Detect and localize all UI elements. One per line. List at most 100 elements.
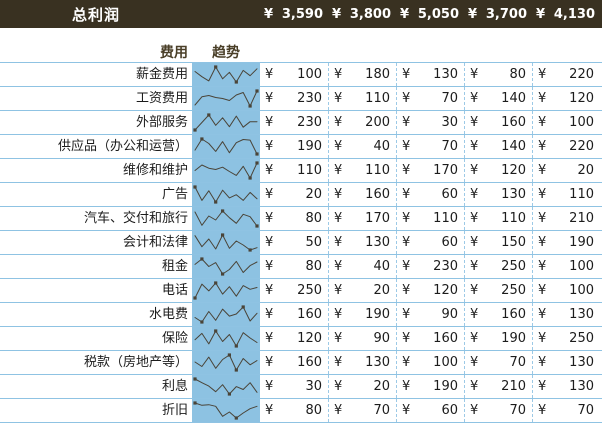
amount-cell[interactable]: ¥140 — [464, 87, 532, 110]
amount-cell[interactable]: ¥250 — [532, 327, 600, 350]
amount-cell[interactable]: ¥80 — [464, 63, 532, 86]
amount-cell[interactable]: ¥120 — [532, 87, 600, 110]
amount-cell[interactable]: ¥100 — [532, 255, 600, 278]
amount-cell[interactable]: ¥110 — [396, 207, 464, 230]
table-row[interactable]: 电话 ¥250 ¥20 ¥120 ¥250 ¥100 — [0, 279, 602, 303]
amount-cell[interactable]: ¥250 — [464, 279, 532, 302]
table-row[interactable]: 维修和维护 ¥110 ¥110 ¥170 ¥120 ¥20 — [0, 159, 602, 183]
amount-cell[interactable]: ¥100 — [532, 279, 600, 302]
table-row[interactable]: 薪金费用 ¥100 ¥180 ¥130 ¥80 ¥220 — [0, 63, 602, 87]
amount-cell[interactable]: ¥190 — [532, 231, 600, 254]
amount-cell[interactable]: ¥20 — [532, 159, 600, 182]
amount-cell[interactable]: ¥100 — [532, 111, 600, 134]
table-row[interactable]: 外部服务 ¥230 ¥200 ¥30 ¥160 ¥100 — [0, 111, 602, 135]
amount-cell[interactable]: ¥230 — [260, 87, 328, 110]
amount-cell[interactable]: ¥90 — [396, 303, 464, 326]
amount-cell[interactable]: ¥80 — [260, 399, 328, 422]
amount-cell[interactable]: ¥110 — [464, 207, 532, 230]
sparkline-cell[interactable] — [192, 351, 260, 374]
amount-cell[interactable]: ¥20 — [260, 183, 328, 206]
amount-cell[interactable]: ¥130 — [464, 183, 532, 206]
amount-cell[interactable]: ¥120 — [396, 279, 464, 302]
amount-cell[interactable]: ¥160 — [464, 111, 532, 134]
table-row[interactable]: 利息 ¥30 ¥20 ¥190 ¥210 ¥130 — [0, 375, 602, 399]
amount-cell[interactable]: ¥60 — [396, 399, 464, 422]
amount-cell[interactable]: ¥120 — [260, 327, 328, 350]
sparkline-cell[interactable] — [192, 399, 260, 422]
amount-cell[interactable]: ¥150 — [464, 231, 532, 254]
amount-cell[interactable]: ¥210 — [532, 207, 600, 230]
table-row[interactable]: 汽车、交付和旅行 ¥80 ¥170 ¥110 ¥110 ¥210 — [0, 207, 602, 231]
sparkline-cell[interactable] — [192, 87, 260, 110]
amount-cell[interactable]: ¥60 — [396, 231, 464, 254]
amount-cell[interactable]: ¥230 — [396, 255, 464, 278]
amount-cell[interactable]: ¥100 — [396, 351, 464, 374]
sparkline-cell[interactable] — [192, 135, 260, 158]
amount-cell[interactable]: ¥120 — [464, 159, 532, 182]
sparkline-cell[interactable] — [192, 375, 260, 398]
amount-cell[interactable]: ¥130 — [532, 375, 600, 398]
amount-cell[interactable]: ¥70 — [532, 399, 600, 422]
amount-cell[interactable]: ¥170 — [396, 159, 464, 182]
amount-cell[interactable]: ¥70 — [464, 399, 532, 422]
amount-cell[interactable]: ¥160 — [464, 303, 532, 326]
amount-cell[interactable]: ¥190 — [464, 327, 532, 350]
table-row[interactable]: 会计和法律 ¥50 ¥130 ¥60 ¥150 ¥190 — [0, 231, 602, 255]
amount-cell[interactable]: ¥200 — [328, 111, 396, 134]
amount-cell[interactable]: ¥40 — [328, 135, 396, 158]
amount-cell[interactable]: ¥30 — [260, 375, 328, 398]
amount-cell[interactable]: ¥20 — [328, 375, 396, 398]
table-row[interactable]: 水电费 ¥160 ¥190 ¥90 ¥160 ¥130 — [0, 303, 602, 327]
amount-cell[interactable]: ¥50 — [260, 231, 328, 254]
table-row[interactable]: 税款（房地产等） ¥160 ¥130 ¥100 ¥70 ¥130 — [0, 351, 602, 375]
amount-cell[interactable]: ¥160 — [396, 327, 464, 350]
amount-cell[interactable]: ¥130 — [328, 351, 396, 374]
sparkline-cell[interactable] — [192, 231, 260, 254]
sparkline-cell[interactable] — [192, 63, 260, 86]
amount-cell[interactable]: ¥130 — [532, 303, 600, 326]
sparkline-cell[interactable] — [192, 303, 260, 326]
amount-cell[interactable]: ¥190 — [328, 303, 396, 326]
amount-cell[interactable]: ¥250 — [260, 279, 328, 302]
amount-cell[interactable]: ¥160 — [328, 183, 396, 206]
table-row[interactable]: 折旧 ¥80 ¥70 ¥60 ¥70 ¥70 — [0, 399, 602, 423]
amount-cell[interactable]: ¥110 — [328, 159, 396, 182]
amount-cell[interactable]: ¥220 — [532, 135, 600, 158]
amount-cell[interactable]: ¥130 — [532, 351, 600, 374]
table-row[interactable]: 供应品（办公和运营） ¥190 ¥40 ¥70 ¥140 ¥220 — [0, 135, 602, 159]
amount-cell[interactable]: ¥220 — [532, 63, 600, 86]
amount-cell[interactable]: ¥190 — [396, 375, 464, 398]
amount-cell[interactable]: ¥30 — [396, 111, 464, 134]
amount-cell[interactable]: ¥40 — [328, 255, 396, 278]
amount-cell[interactable]: ¥110 — [260, 159, 328, 182]
amount-cell[interactable]: ¥210 — [464, 375, 532, 398]
amount-cell[interactable]: ¥70 — [396, 135, 464, 158]
table-row[interactable]: 广告 ¥20 ¥160 ¥60 ¥130 ¥110 — [0, 183, 602, 207]
sparkline-cell[interactable] — [192, 279, 260, 302]
amount-cell[interactable]: ¥60 — [396, 183, 464, 206]
amount-cell[interactable]: ¥70 — [328, 399, 396, 422]
sparkline-cell[interactable] — [192, 183, 260, 206]
sparkline-cell[interactable] — [192, 327, 260, 350]
sparkline-cell[interactable] — [192, 255, 260, 278]
table-row[interactable]: 租金 ¥80 ¥40 ¥230 ¥250 ¥100 — [0, 255, 602, 279]
amount-cell[interactable]: ¥80 — [260, 207, 328, 230]
amount-cell[interactable]: ¥70 — [396, 87, 464, 110]
sparkline-cell[interactable] — [192, 207, 260, 230]
amount-cell[interactable]: ¥160 — [260, 351, 328, 374]
amount-cell[interactable]: ¥250 — [464, 255, 532, 278]
amount-cell[interactable]: ¥140 — [464, 135, 532, 158]
amount-cell[interactable]: ¥170 — [328, 207, 396, 230]
amount-cell[interactable]: ¥90 — [328, 327, 396, 350]
amount-cell[interactable]: ¥160 — [260, 303, 328, 326]
amount-cell[interactable]: ¥110 — [532, 183, 600, 206]
sparkline-cell[interactable] — [192, 111, 260, 134]
amount-cell[interactable]: ¥20 — [328, 279, 396, 302]
amount-cell[interactable]: ¥130 — [396, 63, 464, 86]
table-row[interactable]: 保险 ¥120 ¥90 ¥160 ¥190 ¥250 — [0, 327, 602, 351]
amount-cell[interactable]: ¥100 — [260, 63, 328, 86]
amount-cell[interactable]: ¥180 — [328, 63, 396, 86]
amount-cell[interactable]: ¥230 — [260, 111, 328, 134]
amount-cell[interactable]: ¥80 — [260, 255, 328, 278]
amount-cell[interactable]: ¥110 — [328, 87, 396, 110]
